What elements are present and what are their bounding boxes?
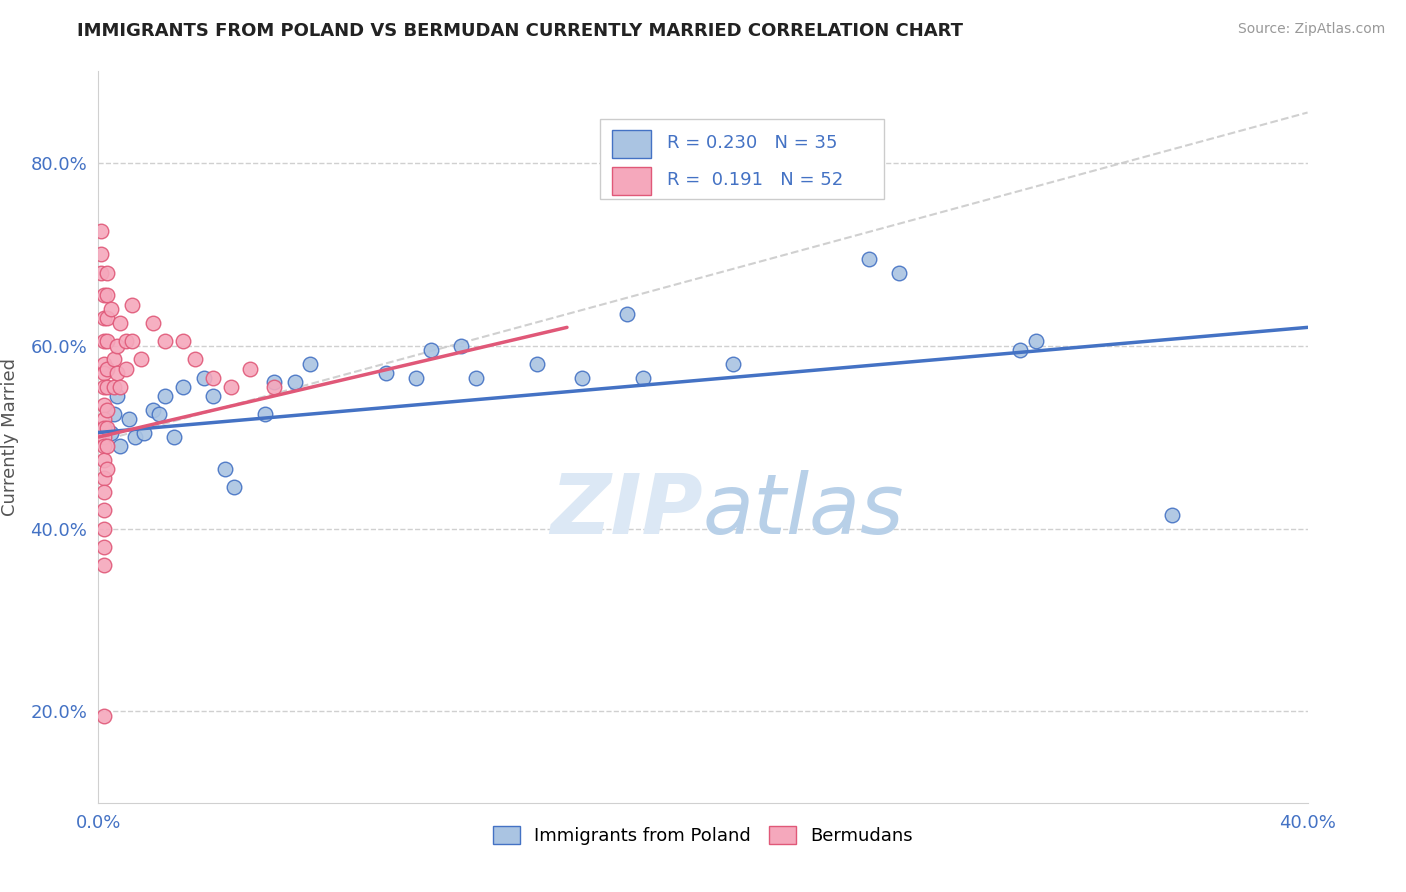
Point (105, 389, 128, 403)
Point (450, 338, 472, 352)
Point (103, 352, 125, 367)
Point (253, 407, 276, 421)
Point (1024, 334, 1046, 348)
Text: ZIP: ZIP (550, 470, 703, 550)
Point (148, 407, 170, 421)
Point (93, 412, 115, 426)
Point (93, 521, 115, 535)
Point (93, 453, 115, 467)
Point (224, 480, 246, 494)
Point (889, 266, 911, 280)
Point (96, 334, 118, 348)
Point (96, 380, 118, 394)
Point (121, 297, 143, 311)
Y-axis label: Currently Married: Currently Married (1, 358, 20, 516)
Point (96, 361, 118, 376)
Text: R =  0.191   N = 52: R = 0.191 N = 52 (666, 171, 844, 189)
Point (374, 366, 396, 380)
Point (1160, 508, 1182, 522)
Point (93, 421, 115, 435)
Point (299, 357, 322, 371)
Point (114, 334, 136, 348)
Point (93, 357, 115, 371)
FancyBboxPatch shape (613, 167, 651, 194)
Point (93, 430, 115, 444)
Point (263, 380, 285, 394)
Point (121, 334, 143, 348)
Point (723, 357, 745, 371)
Point (96, 266, 118, 280)
Point (163, 430, 186, 444)
Point (93, 709, 115, 723)
Point (263, 375, 285, 389)
Point (465, 370, 488, 384)
Point (172, 380, 194, 394)
Point (153, 389, 176, 403)
Point (114, 361, 136, 376)
Point (93, 503, 115, 517)
Point (96, 421, 118, 435)
Text: atlas: atlas (703, 470, 904, 550)
Point (93, 288, 115, 302)
Point (96, 402, 118, 417)
Point (93, 380, 115, 394)
Point (631, 370, 654, 384)
Point (90, 266, 112, 280)
Point (93, 311, 115, 326)
Point (239, 361, 262, 376)
Point (132, 425, 155, 440)
Point (93, 471, 115, 485)
Point (93, 540, 115, 554)
Point (105, 366, 128, 380)
Point (93, 558, 115, 573)
Point (142, 402, 165, 417)
Point (96, 439, 118, 453)
Point (202, 370, 225, 384)
FancyBboxPatch shape (613, 130, 651, 158)
Point (202, 389, 225, 403)
Point (96, 462, 118, 476)
Point (420, 343, 443, 358)
FancyBboxPatch shape (600, 119, 884, 200)
Point (93, 366, 115, 380)
Point (93, 485, 115, 500)
Point (103, 380, 125, 394)
Point (100, 425, 122, 440)
Text: Source: ZipAtlas.com: Source: ZipAtlas.com (1237, 22, 1385, 37)
Text: R = 0.230   N = 35: R = 0.230 N = 35 (666, 134, 837, 153)
Point (142, 316, 165, 330)
Point (96, 288, 118, 302)
Point (105, 338, 128, 352)
Point (129, 352, 152, 367)
Point (405, 370, 427, 384)
Point (214, 462, 236, 476)
Point (93, 398, 115, 412)
Point (172, 334, 194, 348)
Point (100, 301, 122, 317)
Point (153, 334, 176, 348)
Point (124, 430, 146, 444)
Point (93, 334, 115, 348)
Point (103, 407, 125, 421)
Text: IMMIGRANTS FROM POLAND VS BERMUDAN CURRENTLY MARRIED CORRELATION CHART: IMMIGRANTS FROM POLAND VS BERMUDAN CURRE… (77, 22, 963, 40)
Point (118, 412, 141, 426)
Point (284, 375, 307, 389)
Point (108, 316, 131, 330)
Point (93, 439, 115, 453)
Point (184, 352, 207, 367)
Point (571, 370, 593, 384)
Point (858, 252, 880, 266)
Point (221, 380, 243, 394)
Point (1010, 343, 1032, 358)
Point (90, 224, 112, 238)
Point (193, 370, 215, 384)
Point (616, 307, 638, 321)
Point (96, 311, 118, 326)
Point (108, 439, 131, 453)
Legend: Immigrants from Poland, Bermudans: Immigrants from Poland, Bermudans (485, 819, 921, 852)
Point (526, 357, 548, 371)
Point (90, 247, 112, 261)
Point (108, 380, 131, 394)
